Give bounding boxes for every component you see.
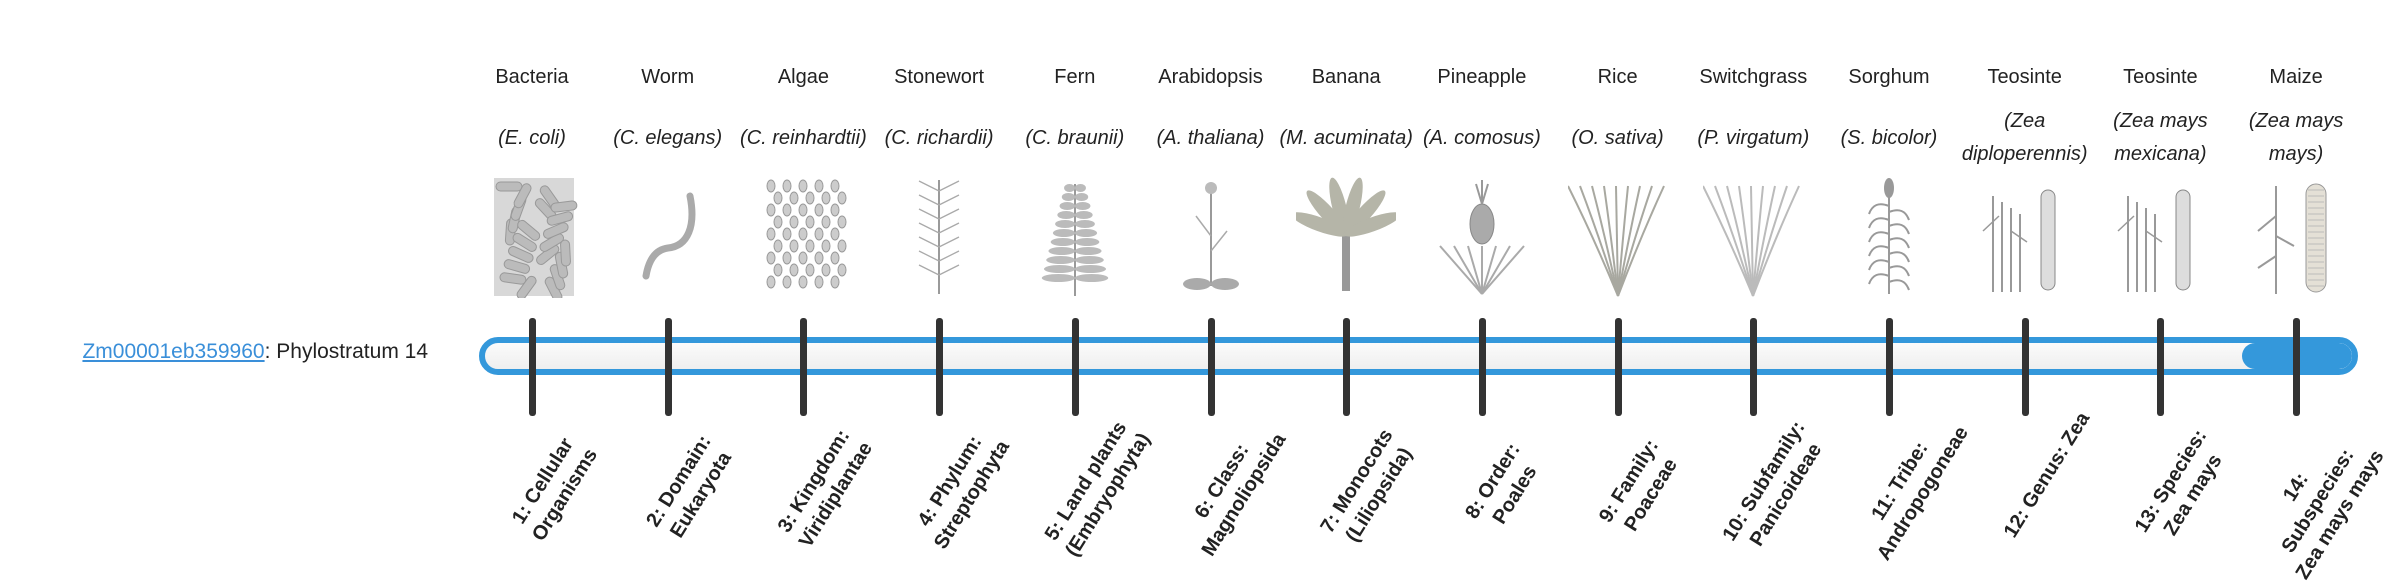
organism-latin-text: (Zea mays mexicana) — [2113, 110, 2208, 165]
stratum-rank-label: 1: Cellular Organisms — [508, 434, 603, 546]
organism-common-name: Pineapple — [1437, 66, 1527, 88]
organism-latin-text: (Zea diploperennis) — [1961, 110, 2088, 165]
organism-latin-name: (Zea diploperennis) — [1957, 100, 2093, 176]
stratum-tick — [800, 318, 808, 416]
organism-latin-name: (C. reinhardtii) — [735, 100, 871, 176]
stratum-tick — [1750, 318, 1758, 416]
organism-common-name: Stonewort — [894, 66, 985, 88]
switchgrass-icon — [1702, 176, 1803, 298]
maize-icon — [2246, 176, 2346, 298]
stratum-tick — [1478, 318, 1486, 416]
bacteria-icon — [482, 176, 582, 302]
stratum-tick — [1343, 318, 1351, 416]
stratum-rank-label: 7: Monocots (Liliopsida) — [1316, 425, 1417, 546]
organism-latin-text: (C. elegans) — [613, 126, 723, 149]
algae-icon — [753, 176, 853, 298]
stonewort-icon — [889, 176, 989, 298]
organism-latin-text: (Zea mays mays) — [2248, 110, 2344, 165]
organism-latin-text: (C. richardii) — [884, 126, 994, 149]
organism-common-name: Fern — [1054, 66, 1096, 88]
stratum-tick — [664, 318, 672, 416]
stratum-tick — [529, 318, 536, 416]
phylostratum-bar — [479, 337, 2358, 375]
stratum-rank-label: 8: Order: Poales — [1461, 439, 1542, 529]
stratum-rank-label: 10: Subfamily: Panicoideae — [1718, 417, 1827, 551]
organism-latin-name: (A. comosus) — [1414, 100, 1550, 176]
organism-latin-name: (S. bicolor) — [1821, 100, 1957, 176]
organism-latin-name: (O. sativa) — [1550, 100, 1686, 176]
organism-latin-name: (P. virgatum) — [1685, 100, 1821, 176]
arabidopsis-icon — [1161, 176, 1261, 298]
gene-label: Zm00001eb359960: Phylostratum 14 — [82, 340, 428, 364]
stratum-tick — [1071, 318, 1079, 416]
organism-common-name: Algae — [777, 66, 829, 88]
stratum-tick — [936, 318, 944, 416]
organism-latin-text: (C. braunii) — [1025, 126, 1125, 149]
stratum-rank-label: 3: Kingdom: Viridiplantae — [774, 425, 878, 552]
gene-id-link[interactable]: Zm00001eb359960 — [82, 340, 265, 363]
fern-icon — [1025, 176, 1125, 298]
organism-common-name: Sorghum — [1848, 66, 1930, 88]
stratum-rank-label: 14: Subspecies: Zea mays mays — [2277, 445, 2389, 584]
stratum-rank-label: 2: Domain: Eukaryota — [641, 431, 736, 542]
organism-common-name: Teosinte — [1987, 66, 2062, 88]
organism-common-name: Worm — [641, 66, 695, 88]
stratum-rank-label: 4: Phylum: Streptophyta — [913, 431, 1015, 554]
teosinte-icon — [1975, 176, 2075, 298]
stratum-rank-label: 9: Family: Poaceae — [1594, 435, 1682, 536]
organism-latin-text: (A. comosus) — [1422, 126, 1541, 149]
organism-common-name: Maize — [2269, 66, 2323, 88]
stratum-tick — [2293, 318, 2301, 416]
stratum-rank-label: 5: Land plants (Embryophyta) — [1040, 417, 1155, 561]
organism-latin-name: (Zea mays mexicana) — [2092, 100, 2228, 176]
organism-common-name: Teosinte — [2123, 66, 2198, 88]
stratum-tick — [1207, 318, 1215, 416]
organism-latin-text: (O. sativa) — [1571, 126, 1664, 149]
stratum-rank-label: 13: Species: Zea mays — [2131, 425, 2227, 540]
stratum-rank-label: 12: Genus: Zea — [1999, 408, 2095, 542]
organism-latin-text: (P. virgatum) — [1697, 126, 1810, 149]
stratum-rank-label: 6: Class: Magnoliopsida — [1190, 429, 1290, 561]
organism-latin-name: (Zea mays mays) — [2228, 100, 2364, 176]
organism-latin-name: (M. acuminata) — [1278, 100, 1414, 176]
worm-icon — [618, 176, 718, 298]
stratum-tick — [2021, 318, 2029, 416]
organism-common-name: Rice — [1597, 66, 1638, 88]
organism-common-name: Arabidopsis — [1158, 66, 1263, 88]
organism-latin-name: (C. braunii) — [1007, 100, 1143, 176]
organism-common-name: Banana — [1311, 66, 1381, 88]
organism-latin-text: (E. coli) — [498, 126, 566, 149]
organism-latin-text: (M. acuminata) — [1279, 126, 1413, 149]
stratum-tick — [2157, 318, 2165, 416]
organism-common-name: Switchgrass — [1699, 66, 1808, 88]
stratum-tick — [1614, 318, 1622, 416]
organism-latin-name: (C. elegans) — [600, 100, 736, 176]
rice-icon — [1566, 176, 1668, 298]
organism-latin-name: (C. richardii) — [871, 100, 1007, 176]
organism-latin-text: (A. thaliana) — [1156, 126, 1265, 149]
organism-common-name: Bacteria — [495, 66, 569, 88]
phylostratum-text: : Phylostratum 14 — [264, 340, 428, 363]
organism-latin-text: (S. bicolor) — [1840, 126, 1938, 149]
organism-latin-name: (A. thaliana) — [1143, 100, 1279, 176]
stratum-rank-label: 11: Tribe: Andropogoneae — [1867, 422, 1973, 565]
pineapple-icon — [1432, 176, 1532, 298]
stratum-tick — [1886, 318, 1893, 416]
teosinte-mexicana-icon — [2110, 176, 2210, 298]
banana-icon — [1291, 176, 1401, 298]
organism-latin-name: (E. coli) — [464, 100, 600, 176]
organism-latin-text: (C. reinhardtii) — [740, 126, 867, 149]
sorghum-icon — [1839, 176, 1939, 298]
